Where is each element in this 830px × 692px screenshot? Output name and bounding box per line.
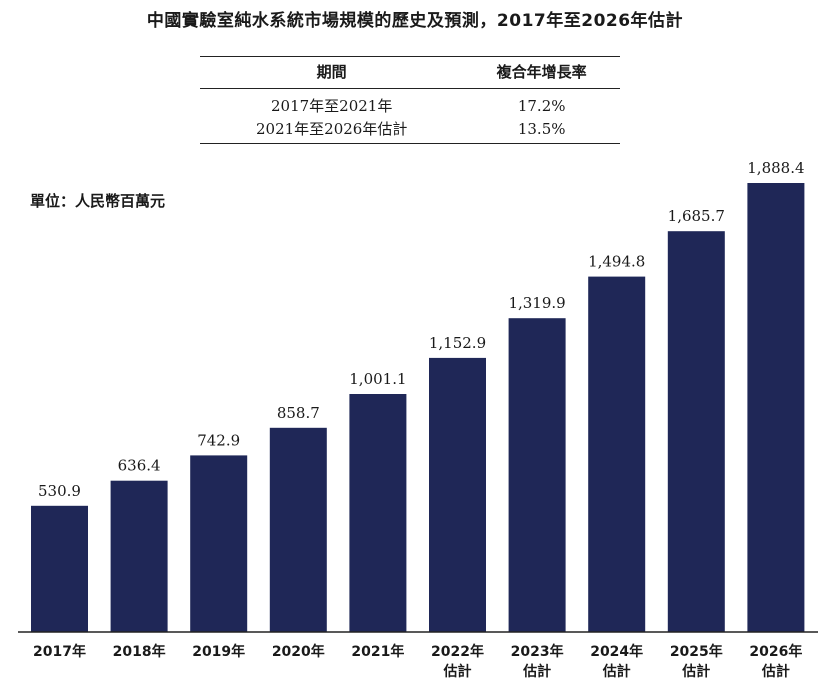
cagr-row: 2021年至2026年估計 13.5%: [200, 117, 620, 144]
cagr-value: 13.5%: [463, 117, 620, 144]
x-tick-label: 估計: [681, 663, 710, 680]
cagr-table: 期間 複合年增長率 2017年至2021年 17.2% 2021年至2026年估…: [200, 56, 620, 144]
x-tick-label: 2022年: [431, 643, 484, 660]
x-tick-label: 2021年: [351, 643, 404, 660]
x-tick-label: 估計: [761, 663, 790, 680]
bar-value-label: 1,685.7: [668, 207, 725, 225]
x-tick-label: 2023年: [511, 643, 564, 660]
bar-value-label: 1,494.8: [588, 253, 645, 271]
bar: [588, 276, 646, 632]
x-tick-label: 2018年: [113, 643, 166, 660]
x-tick-label: 估計: [522, 663, 551, 680]
x-tick-label: 2026年: [749, 643, 802, 660]
bar: [429, 357, 486, 632]
bar: [190, 455, 248, 632]
chart-title: 中國實驗室純水系統市場規模的歷史及預測，2017年至2026年估計: [146, 11, 684, 31]
bar: [31, 505, 88, 632]
x-tick-label: 2019年: [192, 643, 245, 660]
cagr-header-rate: 複合年增長率: [463, 56, 620, 89]
bar: [269, 427, 327, 632]
x-tick-label: 估計: [602, 663, 631, 680]
bar-value-label: 1,152.9: [429, 334, 486, 352]
cagr-table-header: 期間 複合年增長率: [200, 56, 620, 89]
bar-value-label: 636.4: [118, 457, 161, 475]
x-tick-label: 2025年: [670, 643, 723, 660]
bar: [110, 480, 168, 632]
bar: [349, 394, 407, 632]
x-tick-label: 2024年: [590, 643, 643, 660]
x-tick-label: 估計: [443, 663, 472, 680]
cagr-period: 2017年至2021年: [271, 97, 393, 115]
bar: [747, 183, 805, 632]
bar-value-label: 530.9: [38, 482, 81, 500]
unit-label: 單位：人民幣百萬元: [30, 192, 166, 210]
cagr-value: 17.2%: [517, 96, 566, 115]
bar-value-label: 1,888.4: [747, 159, 804, 177]
bar-value-label: 742.9: [197, 431, 240, 449]
x-tick-label: 2017年: [33, 643, 86, 660]
bar-value-label: 858.7: [277, 404, 320, 422]
bar-value-label: 1,319.9: [508, 294, 565, 312]
cagr-period: 2021年至2026年估計: [200, 117, 464, 144]
bar-value-label: 1,001.1: [349, 370, 406, 388]
bar: [508, 318, 566, 632]
x-tick-label: 2020年: [272, 643, 325, 660]
bar: [667, 231, 725, 632]
cagr-row: 2017年至2021年 17.2%: [200, 89, 620, 118]
cagr-header-period: 期間: [200, 56, 464, 89]
